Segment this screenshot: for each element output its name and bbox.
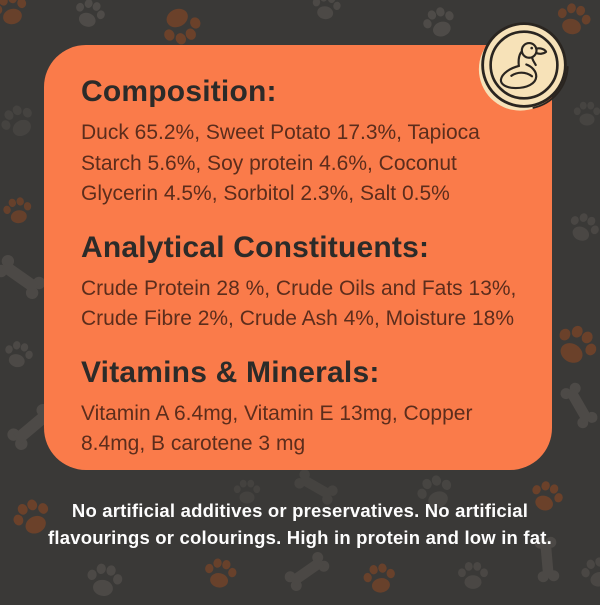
footer-claims: No artificial additives or preservatives…	[0, 497, 600, 551]
paw-icon	[458, 561, 488, 589]
vitamins-minerals-heading: Vitamins & Minerals:	[81, 355, 380, 389]
vitamins-line: 8.4mg, B carotene 3 mg	[81, 432, 306, 455]
paw-icon	[13, 499, 49, 534]
composition-section: Composition: Duck 65.2%, Sweet Potato 17…	[81, 75, 524, 210]
paw-icon	[87, 563, 123, 596]
paw-icon	[164, 8, 201, 45]
bone-icon	[0, 254, 46, 300]
composition-line: Glycerin 4.5%, Sorbitol 2.3%, Salt 0.5%	[81, 182, 450, 205]
bone-icon	[560, 382, 598, 429]
composition-line: Starch 5.6%, Soy protein 4.6%, Coconut	[81, 151, 457, 175]
analytical-line: Crude Protein 28 %, Crude Oils and Fats …	[81, 276, 517, 300]
paw-icon	[532, 481, 563, 511]
footer-claims-line: No artificial additives or preservatives…	[71, 500, 529, 521]
analytical-constituents-heading: Analytical Constituents:	[81, 230, 430, 264]
vitamins-line: Vitamin A 6.4mg, Vitamin E 13mg, Copper	[81, 401, 473, 425]
paw-icon	[570, 213, 599, 241]
paw-icon	[0, 0, 27, 25]
bone-icon	[294, 469, 338, 505]
paw-icon	[3, 197, 32, 224]
paw-icon	[581, 557, 600, 587]
paw-icon	[1, 105, 32, 137]
paw-icon	[312, 0, 341, 20]
paw-icon	[573, 101, 600, 126]
analytical-constituents-section: Analytical Constituents: Crude Protein 2…	[81, 231, 524, 335]
paw-icon	[205, 558, 237, 588]
vitamins-minerals-section: Vitamins & Minerals: Vitamin A 6.4mg, Vi…	[81, 356, 524, 460]
composition-line: Duck 65.2%, Sweet Potato 17.3%, Tapioca	[81, 121, 480, 144]
paw-icon	[423, 7, 454, 37]
paw-icon	[76, 0, 105, 27]
footer-claims-line: flavourings or colourings. High in prote…	[48, 527, 552, 548]
analytical-line: Crude Fibre 2%, Crude Ash 4%, Moisture 1…	[81, 307, 515, 330]
paw-icon	[557, 3, 591, 35]
duck-badge	[477, 18, 571, 112]
paw-icon	[417, 475, 452, 508]
paw-icon	[5, 341, 33, 368]
nutrition-card: Composition: Duck 65.2%, Sweet Potato 17…	[44, 45, 552, 470]
paw-icon	[233, 479, 261, 504]
paw-icon	[363, 563, 395, 593]
composition-heading: Composition:	[81, 75, 277, 108]
paw-icon	[559, 325, 597, 363]
duck-icon	[478, 22, 569, 111]
bone-icon	[534, 536, 560, 583]
bone-icon	[284, 552, 330, 591]
